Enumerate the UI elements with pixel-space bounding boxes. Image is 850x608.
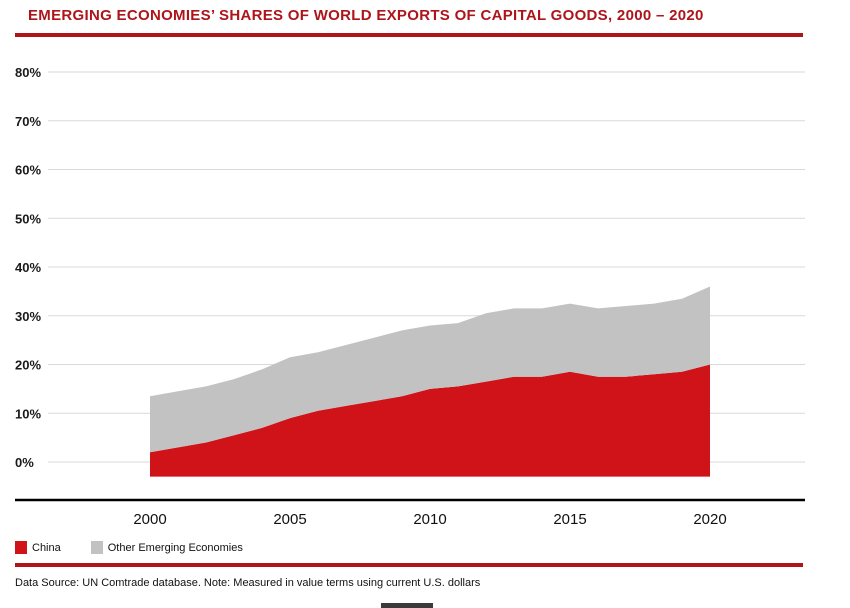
svg-text:2005: 2005 — [273, 511, 306, 528]
legend-label-china: China — [32, 541, 61, 554]
footnote-text: Data Source: UN Comtrade database. Note:… — [15, 577, 481, 589]
legend-label-other: Other Emerging Economies — [107, 541, 243, 554]
title-rule — [15, 33, 803, 37]
legend-item-other: Other Emerging Economies — [90, 541, 243, 554]
svg-text:70%: 70% — [15, 114, 41, 129]
svg-text:10%: 10% — [15, 406, 41, 421]
page-title: EMERGING ECONOMIES’ SHARES OF WORLD EXPO… — [28, 7, 704, 24]
svg-text:40%: 40% — [15, 260, 41, 275]
svg-text:2010: 2010 — [413, 511, 446, 528]
svg-text:2000: 2000 — [133, 511, 166, 528]
footer-rule — [15, 563, 803, 567]
other-color-swatch — [90, 541, 103, 554]
svg-text:2020: 2020 — [693, 511, 726, 528]
bottom-edge-fragment — [381, 603, 433, 608]
svg-text:0%: 0% — [15, 455, 34, 470]
svg-text:30%: 30% — [15, 309, 41, 324]
chart-legend: China Other Emerging Economies — [15, 541, 243, 554]
svg-text:60%: 60% — [15, 163, 41, 178]
svg-text:20%: 20% — [15, 358, 41, 373]
legend-item-china: China — [15, 541, 61, 554]
china-color-swatch — [15, 541, 27, 554]
stacked-area-chart: 0% 10% 20% 30% 40% 50% 60% 70% 80% 2000 2005 2010 20… — [0, 50, 850, 530]
svg-text:2015: 2015 — [553, 511, 586, 528]
chart-canvas: 0% 10% 20% 30% 40% 50% 60% 70% 80% 2000 2005 2010 20… — [15, 65, 805, 528]
svg-text:50%: 50% — [15, 211, 41, 226]
svg-text:80%: 80% — [15, 65, 41, 80]
